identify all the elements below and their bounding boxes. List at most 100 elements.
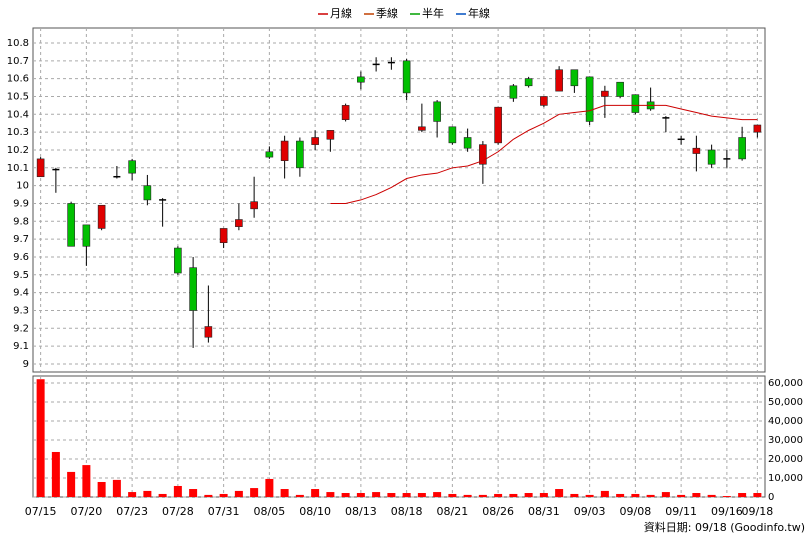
x-tick-label: 07/20 xyxy=(71,505,103,518)
y2-tick-label: 50,000 xyxy=(768,397,803,408)
volume-bar xyxy=(158,493,167,497)
y-tick-label: 10.6 xyxy=(7,74,29,85)
candle-body xyxy=(265,151,274,158)
volume-bar xyxy=(250,488,259,497)
y-tick-label: 10.7 xyxy=(7,56,29,67)
x-tick-label: 07/28 xyxy=(162,505,194,518)
volume-bar xyxy=(494,493,503,497)
volume-bar xyxy=(463,494,472,497)
candle-body xyxy=(479,144,487,165)
x-tick-label: 08/21 xyxy=(437,505,469,518)
x-tick-label: 07/15 xyxy=(25,505,57,518)
volume-bar xyxy=(433,492,442,497)
volume-bar xyxy=(524,493,533,497)
volume-bar xyxy=(692,493,701,497)
y2-tick-label: 30,000 xyxy=(768,435,803,446)
candle-body xyxy=(448,126,457,144)
volume-bar xyxy=(448,493,457,497)
source-note: 資料日期: 09/18 (Goodinfo.tw) xyxy=(644,520,805,534)
y-tick-label: 10.2 xyxy=(7,145,29,156)
candle-body xyxy=(204,326,213,338)
volume-bar xyxy=(234,490,243,497)
y2-tick-label: 10,000 xyxy=(768,473,803,484)
volume-bar xyxy=(738,493,747,497)
volume-bar xyxy=(707,494,716,497)
volume-bar xyxy=(600,490,609,497)
candle-body xyxy=(570,69,579,87)
y-tick-label: 10.5 xyxy=(7,91,29,102)
candle-body xyxy=(189,267,197,311)
volume-bar xyxy=(189,489,198,497)
volume-bar xyxy=(326,492,335,497)
volume-bar xyxy=(646,494,655,497)
volume-bar xyxy=(341,493,350,497)
volume-bar xyxy=(173,485,182,497)
volume-bar xyxy=(67,471,76,497)
y-tick-label: 9 xyxy=(23,359,29,370)
volume-bar xyxy=(112,479,121,497)
candle-body xyxy=(601,90,609,97)
candle-body xyxy=(219,228,228,244)
x-tick-label: 07/31 xyxy=(208,505,240,518)
y2-tick-label: 0 xyxy=(768,492,774,503)
volume-bar xyxy=(555,489,564,497)
volume-bar xyxy=(265,478,274,497)
y-tick-label: 9.3 xyxy=(13,305,29,316)
candle-body xyxy=(707,149,716,165)
volume-bar xyxy=(722,496,731,497)
candle-body xyxy=(82,224,91,247)
x-tick-label: 09/18 xyxy=(742,505,774,518)
y-tick-label: 10 xyxy=(16,181,29,192)
legend-label: 季線 xyxy=(376,6,398,20)
candle-body xyxy=(692,147,701,154)
y-tick-label: 9.2 xyxy=(13,323,29,334)
x-tick-label: 09/11 xyxy=(665,505,697,518)
x-tick-label: 09/03 xyxy=(574,505,606,518)
candle-body xyxy=(585,76,594,122)
volume-bar xyxy=(51,451,60,497)
candle-body xyxy=(631,94,640,113)
volume-bar xyxy=(631,493,640,497)
x-tick-label: 07/23 xyxy=(116,505,148,518)
candle-body xyxy=(36,158,45,178)
x-tick-label: 08/05 xyxy=(254,505,286,518)
x-tick-label: 08/31 xyxy=(528,505,560,518)
candle-body xyxy=(509,85,518,99)
candle-body xyxy=(296,140,304,169)
volume-bar xyxy=(311,489,320,497)
candle-body xyxy=(616,81,624,97)
volume-bar xyxy=(387,493,396,497)
candle-body xyxy=(174,247,182,274)
volume-bar xyxy=(616,493,625,497)
y2-tick-label: 40,000 xyxy=(768,416,803,427)
volume-bar xyxy=(36,379,45,497)
x-tick-label: 08/18 xyxy=(391,505,423,518)
volume-bar xyxy=(280,489,289,497)
volume-bar xyxy=(677,494,686,497)
candle-body xyxy=(738,137,746,160)
volume-bar xyxy=(585,494,594,497)
candle-body xyxy=(753,124,762,133)
volume-bar xyxy=(128,492,137,497)
volume-bar xyxy=(509,493,518,497)
x-tick-label: 09/08 xyxy=(620,505,652,518)
ma-line xyxy=(330,104,758,204)
x-tick-label: 09/16 xyxy=(711,505,743,518)
y-tick-label: 10.4 xyxy=(7,109,29,120)
volume-bar xyxy=(417,493,426,497)
candle-body xyxy=(540,96,548,106)
volume-bar xyxy=(753,493,762,497)
x-tick-label: 08/10 xyxy=(299,505,331,518)
candle-body xyxy=(402,60,411,94)
legend-label: 年線 xyxy=(468,6,490,20)
y-tick-label: 10.3 xyxy=(7,127,29,138)
volume-bar xyxy=(478,494,487,497)
candle-body xyxy=(128,160,136,174)
x-tick-label: 08/13 xyxy=(345,505,377,518)
volume-bar xyxy=(295,494,304,497)
legend-label: 半年 xyxy=(422,6,444,20)
candle-body xyxy=(418,126,426,131)
y-tick-label: 9.6 xyxy=(13,252,29,263)
volume-bar xyxy=(219,493,228,497)
